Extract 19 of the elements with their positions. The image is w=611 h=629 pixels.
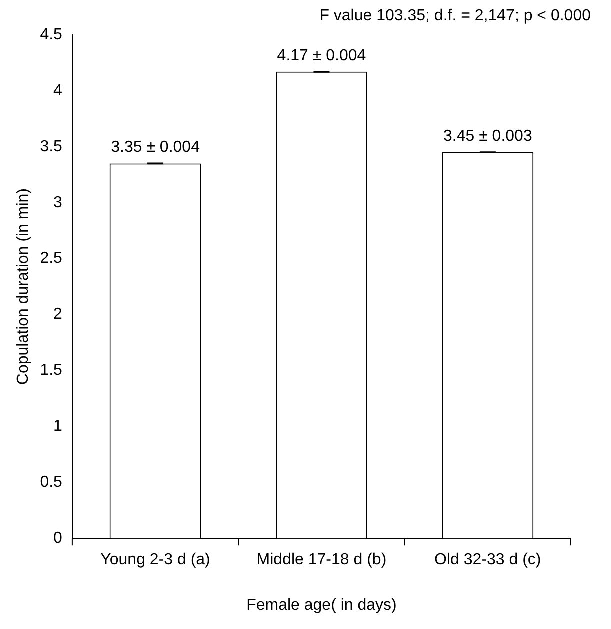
y-tick-label: 3.5: [40, 138, 63, 156]
y-tick-label: 1: [54, 418, 63, 436]
x-tick-label: Old 32-33 d (c): [434, 552, 542, 569]
data-label: 4.17 ± 0.004: [277, 47, 366, 64]
y-tick-label: 2: [54, 306, 63, 324]
y-tick-label: 0: [54, 530, 63, 548]
x-axis-title: Female age( in days): [246, 596, 397, 614]
y-tick-label: 0.5: [40, 474, 63, 492]
x-tick-label: Middle 17-18 d (b): [256, 552, 387, 569]
data-label: 3.35 ± 0.004: [111, 139, 200, 156]
y-tick-label: 2.5: [40, 250, 63, 268]
y-tick-label: 1.5: [40, 362, 63, 380]
y-tick-label: 4: [54, 82, 63, 100]
y-tick-label: 3: [54, 194, 63, 212]
y-axis-title: Copulation duration (in min): [15, 188, 32, 386]
x-tick-label: Young 2-3 d (a): [100, 552, 210, 569]
data-label: 3.45 ± 0.003: [443, 128, 532, 145]
y-tick-label: 4.5: [40, 26, 63, 44]
text: F value 103.35; d.f. = 2,147; p < 0.000: [320, 7, 592, 24]
